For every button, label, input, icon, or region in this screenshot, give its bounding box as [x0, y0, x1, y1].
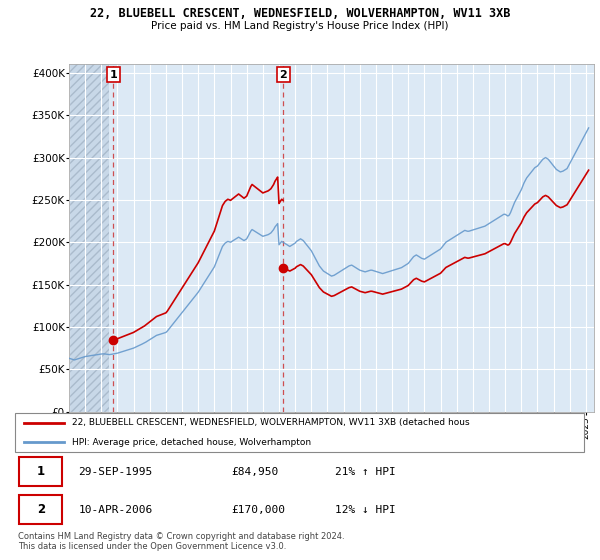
- Text: £84,950: £84,950: [231, 466, 278, 477]
- Text: 10-APR-2006: 10-APR-2006: [78, 505, 152, 515]
- Text: £170,000: £170,000: [231, 505, 285, 515]
- Text: 22, BLUEBELL CRESCENT, WEDNESFIELD, WOLVERHAMPTON, WV11 3XB: 22, BLUEBELL CRESCENT, WEDNESFIELD, WOLV…: [90, 7, 510, 20]
- Text: 1: 1: [37, 465, 45, 478]
- Text: Contains HM Land Registry data © Crown copyright and database right 2024.
This d: Contains HM Land Registry data © Crown c…: [18, 532, 344, 552]
- Text: 12% ↓ HPI: 12% ↓ HPI: [335, 505, 395, 515]
- FancyBboxPatch shape: [15, 413, 584, 452]
- FancyBboxPatch shape: [19, 495, 62, 524]
- Text: 22, BLUEBELL CRESCENT, WEDNESFIELD, WOLVERHAMPTON, WV11 3XB (detached hous: 22, BLUEBELL CRESCENT, WEDNESFIELD, WOLV…: [73, 418, 470, 427]
- Text: 2: 2: [280, 69, 287, 80]
- Text: 2: 2: [37, 503, 45, 516]
- Text: 29-SEP-1995: 29-SEP-1995: [78, 466, 152, 477]
- Text: HPI: Average price, detached house, Wolverhampton: HPI: Average price, detached house, Wolv…: [73, 438, 311, 447]
- Text: 1: 1: [110, 69, 117, 80]
- Text: Price paid vs. HM Land Registry's House Price Index (HPI): Price paid vs. HM Land Registry's House …: [151, 21, 449, 31]
- Bar: [69, 64, 109, 412]
- FancyBboxPatch shape: [19, 458, 62, 486]
- Text: 21% ↑ HPI: 21% ↑ HPI: [335, 466, 395, 477]
